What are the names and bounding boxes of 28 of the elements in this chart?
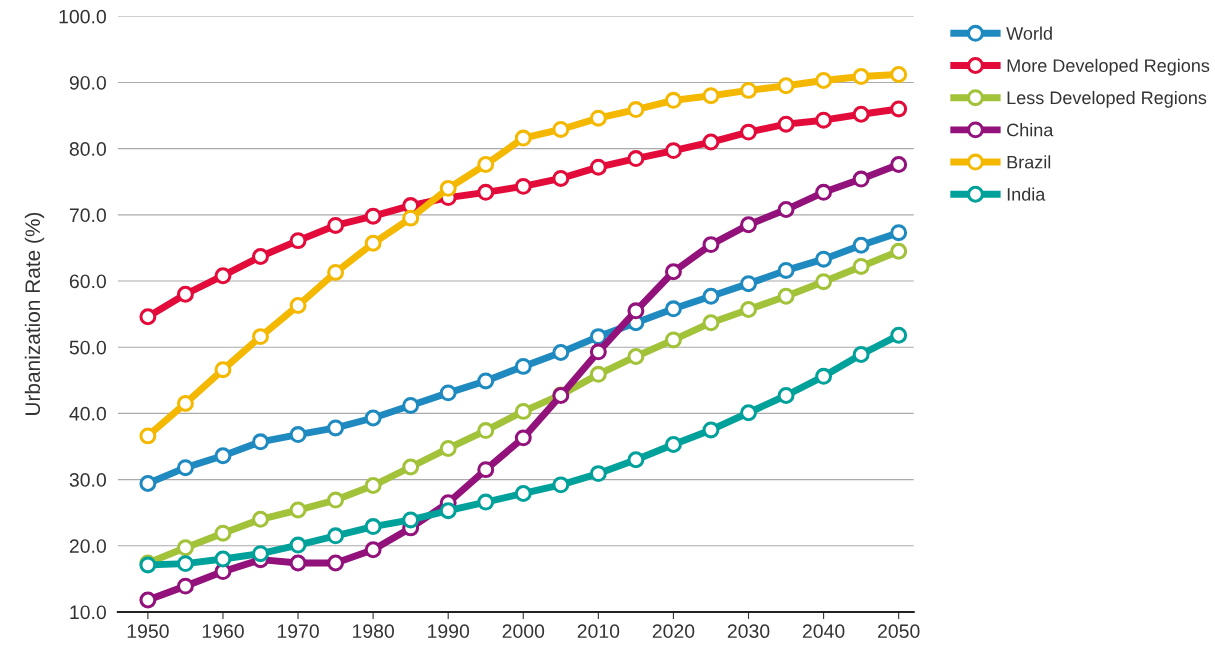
x-tick-label: 2020	[652, 624, 695, 639]
x-tick-label: 2030	[727, 624, 770, 639]
legend-label: Brazil	[1007, 155, 1051, 169]
x-tick-label: 1990	[428, 624, 470, 639]
y-tick-label: 70.0	[69, 208, 106, 223]
x-tick-label: 1970	[277, 624, 319, 639]
legend-label: More Developed Regions	[1007, 58, 1210, 76]
x-tick-label: 1980	[352, 624, 394, 639]
y-tick-label: 100.0	[59, 9, 106, 24]
y-tick-label: 10.0	[70, 605, 106, 620]
y-tick-label: 40.0	[69, 406, 106, 421]
y-tick-label: 80.0	[69, 142, 106, 156]
x-tick-label: 2040	[802, 624, 845, 639]
y-tick-label: 20.0	[69, 539, 106, 553]
y-axis-title: Urbanization Rate (%)	[24, 212, 45, 415]
x-tick-label: 2000	[502, 624, 545, 639]
y-tick-label: 30.0	[69, 473, 106, 487]
x-tick-label: 2010	[577, 624, 620, 639]
x-tick-label: 1960	[202, 624, 244, 639]
x-tick-label: 2050	[878, 624, 920, 639]
legend-label: Less Developed Regions	[1007, 90, 1207, 108]
x-tick-label: 1950	[127, 624, 169, 639]
y-tick-label: 90.0	[69, 75, 106, 90]
legend-label: China	[1007, 123, 1054, 137]
legend-label: World	[1006, 26, 1052, 40]
legend-label: India	[1007, 187, 1046, 201]
y-tick-label: 50.0	[69, 340, 106, 355]
y-tick-label: 60.0	[69, 274, 106, 289]
